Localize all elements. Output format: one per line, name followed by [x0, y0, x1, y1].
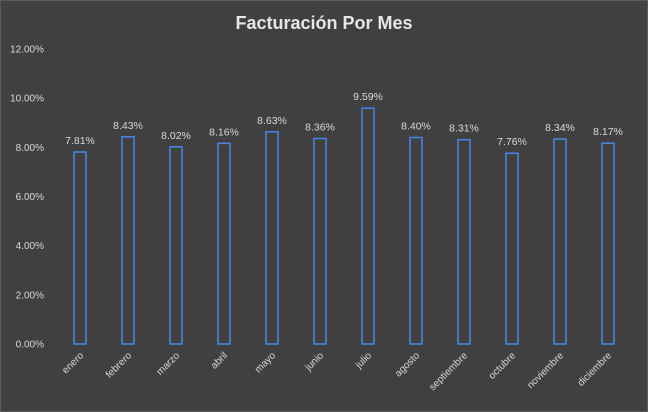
y-tick-label: 0.00%: [16, 340, 44, 351]
data-label-enero: 7.81%: [65, 135, 95, 147]
x-tick-label-octubre: octubre: [487, 350, 519, 382]
y-axis: 0.00% 2.00% 4.00% 6.00% 8.00% 10.00% 12.00%: [10, 45, 44, 351]
x-tick-label-septiembre: septiembre: [427, 350, 470, 393]
data-label-julio: 9.59%: [353, 91, 383, 103]
data-label-agosto: 8.40%: [401, 121, 431, 133]
y-tick-label: 10.00%: [10, 94, 44, 105]
data-label-octubre: 7.76%: [497, 136, 527, 148]
y-tick-label: 4.00%: [16, 241, 44, 252]
x-tick-label-agosto: agosto: [393, 350, 422, 379]
y-tick-label: 8.00%: [16, 143, 44, 154]
bar-diciembre: [601, 142, 615, 345]
x-tick-label-marzo: marzo: [155, 350, 183, 378]
bar-noviembre: [553, 138, 567, 345]
bar-abril: [217, 142, 231, 345]
bar-agosto: [409, 136, 423, 345]
data-label-abril: 8.16%: [209, 126, 239, 138]
x-tick-label-abril: abril: [209, 350, 230, 371]
x-axis: enero febrero marzo abril mayo junio julio agos…: [60, 350, 614, 393]
y-tick-label: 2.00%: [16, 290, 44, 301]
x-tick-label-junio: junio: [303, 350, 327, 374]
x-tick-label-julio: julio: [353, 350, 374, 371]
x-tick-label-enero: enero: [60, 350, 86, 376]
bar-julio: [361, 107, 375, 345]
data-labels: 7.81% 8.43% 8.02% 8.16% 8.63% 8.36% 9.59% 8.40%…: [65, 91, 623, 148]
bar-marzo: [169, 146, 183, 345]
data-label-septiembre: 8.31%: [449, 123, 479, 135]
bar-mayo: [265, 131, 279, 345]
chart-title: Facturación Por Mes: [235, 13, 412, 33]
x-tick-label-febrero: febrero: [104, 350, 134, 380]
data-label-junio: 8.36%: [305, 121, 335, 133]
data-label-diciembre: 8.17%: [593, 126, 623, 138]
data-label-marzo: 8.02%: [161, 130, 191, 142]
x-tick-label-diciembre: diciembre: [576, 350, 615, 389]
bar-enero: [73, 151, 87, 345]
y-tick-label: 6.00%: [16, 192, 44, 203]
y-tick-label: 12.00%: [10, 45, 44, 56]
data-label-mayo: 8.63%: [257, 115, 287, 127]
bar-febrero: [121, 136, 135, 345]
x-tick-label-noviembre: noviembre: [525, 350, 566, 391]
bars: [73, 107, 615, 345]
bar-junio: [313, 137, 327, 345]
data-label-febrero: 8.43%: [113, 120, 143, 132]
data-label-noviembre: 8.34%: [545, 122, 575, 134]
x-tick-label-mayo: mayo: [253, 350, 278, 375]
bar-septiembre: [457, 138, 471, 345]
bar-octubre: [505, 152, 519, 345]
